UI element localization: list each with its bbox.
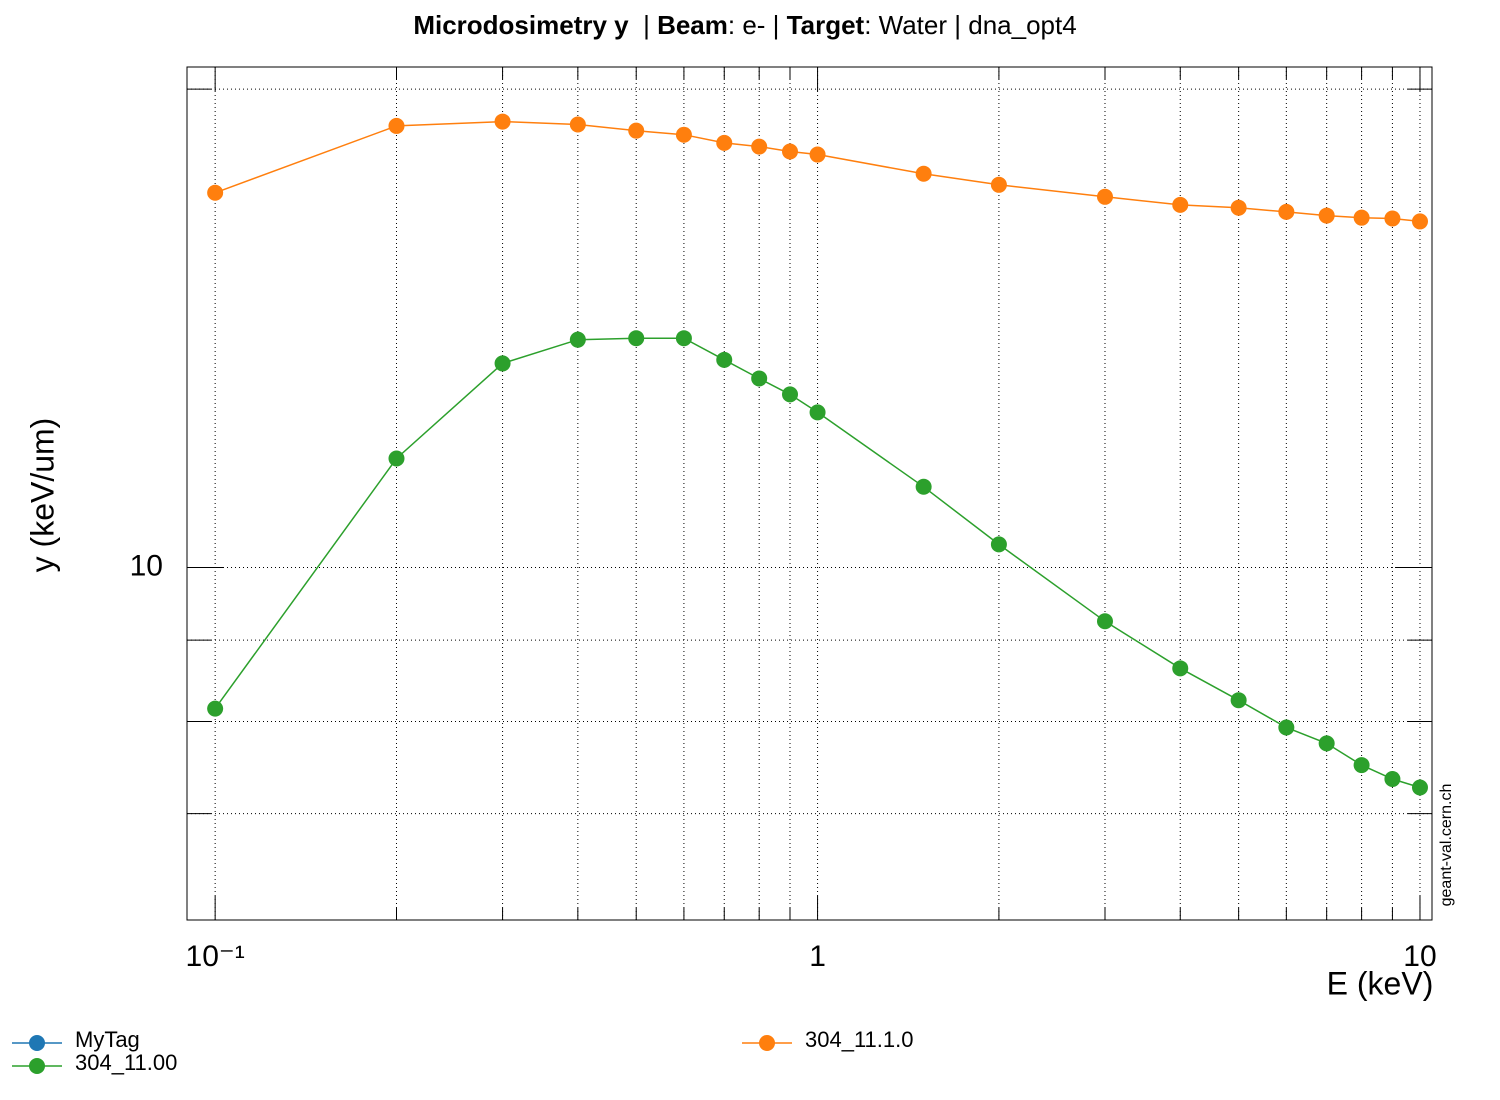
- legend-label: MyTag: [75, 1027, 140, 1052]
- data-point: [494, 113, 511, 130]
- plot-frame: [186, 66, 1433, 921]
- title-part: Target: [787, 10, 865, 40]
- data-point: [809, 146, 826, 163]
- x-tick-label: 10⁻¹: [186, 940, 245, 973]
- x-axis-label: E (keV): [1327, 965, 1434, 1001]
- title-part: Beam: [657, 10, 728, 40]
- data-point: [809, 404, 826, 421]
- data-point: [1353, 209, 1370, 226]
- data-point: [782, 143, 799, 160]
- data-point: [1230, 199, 1247, 216]
- data-point: [716, 351, 733, 368]
- title-part: : Water | dna_opt4: [864, 10, 1076, 40]
- data-point: [1096, 613, 1113, 630]
- data-point: [1384, 210, 1401, 227]
- data-point: [675, 126, 692, 143]
- legend-marker: [759, 1035, 775, 1051]
- data-point: [569, 331, 586, 348]
- data-point: [782, 386, 799, 403]
- y-axis-label: y (keV/um): [24, 418, 60, 573]
- legend-label: 304_11.1.0: [805, 1027, 913, 1052]
- data-point: [1384, 771, 1401, 788]
- data-point: [915, 165, 932, 182]
- data-point: [1172, 660, 1189, 677]
- data-point: [1353, 757, 1370, 774]
- data-point: [1411, 213, 1428, 230]
- title-part: : e- |: [728, 10, 787, 40]
- data-point: [388, 117, 405, 134]
- watermark: geant-val.cern.ch: [1438, 784, 1455, 907]
- chart-title: Microdosimetry y | Beam: e- | Target: Wa…: [413, 10, 1076, 40]
- data-point: [675, 330, 692, 347]
- data-point: [716, 134, 733, 151]
- x-tick-label: 1: [809, 940, 826, 973]
- x-tick-label: 10: [1403, 940, 1436, 973]
- data-point: [1096, 188, 1113, 205]
- data-point: [1278, 719, 1295, 736]
- legend-marker: [29, 1035, 45, 1051]
- legend-marker: [29, 1058, 45, 1074]
- data-point: [388, 450, 405, 467]
- data-point: [990, 176, 1007, 193]
- data-point: [751, 370, 768, 387]
- data-point: [628, 122, 645, 139]
- data-point: [915, 478, 932, 495]
- data-point: [494, 355, 511, 372]
- data-point: [207, 700, 224, 717]
- y-tick-label: 10: [130, 549, 163, 582]
- data-point: [1411, 779, 1428, 796]
- title-part: |: [629, 10, 657, 40]
- data-point: [1172, 196, 1189, 213]
- data-point: [1230, 692, 1247, 709]
- data-point: [628, 330, 645, 347]
- title-part: Microdosimetry y: [413, 10, 629, 40]
- data-point: [1278, 203, 1295, 220]
- data-point: [569, 116, 586, 133]
- data-point: [1318, 207, 1335, 224]
- data-point: [1318, 735, 1335, 752]
- data-point: [751, 138, 768, 155]
- legend-label: 304_11.00: [75, 1050, 177, 1075]
- data-point: [990, 536, 1007, 553]
- data-point: [207, 184, 224, 201]
